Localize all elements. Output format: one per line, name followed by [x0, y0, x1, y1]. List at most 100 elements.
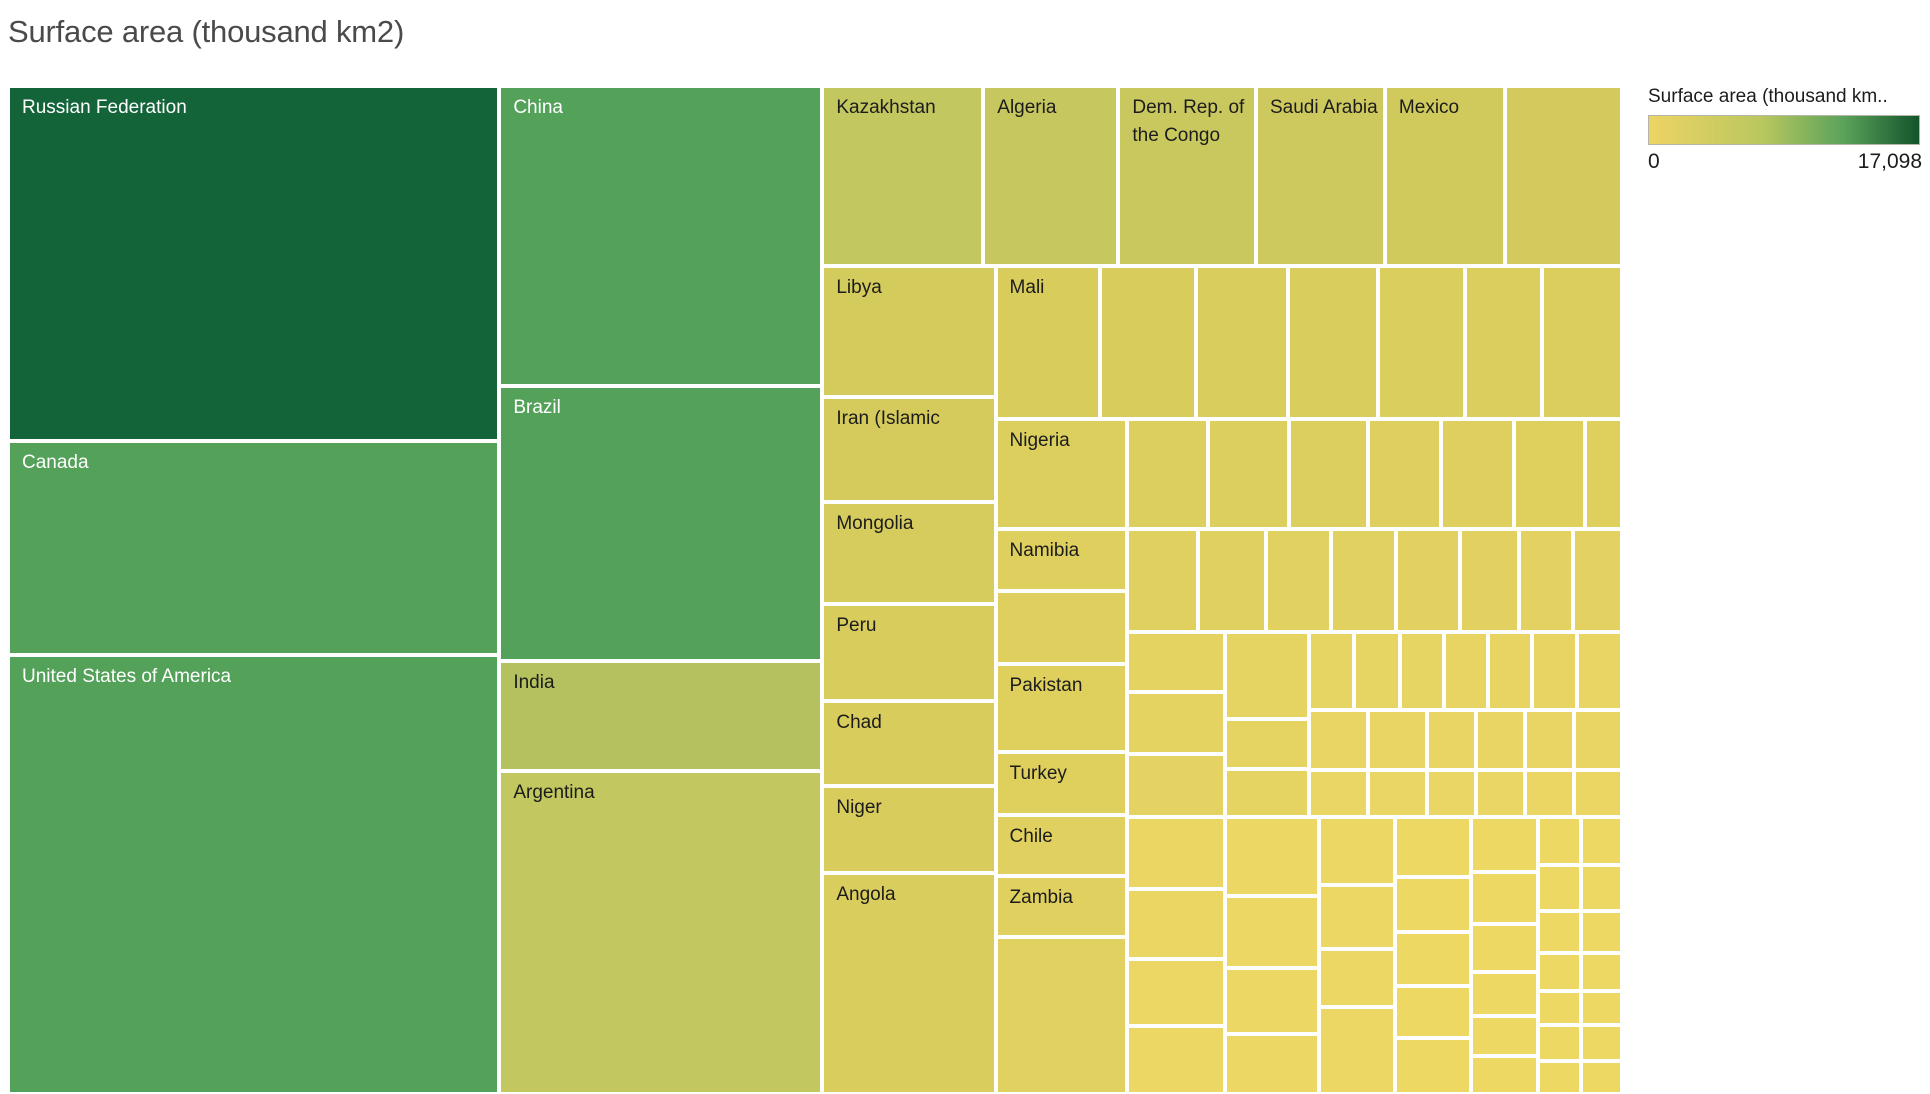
treemap-cell-libya[interactable]: Libya [822, 266, 996, 397]
treemap-cell[interactable] [1475, 710, 1525, 770]
treemap-cell[interactable] [1532, 632, 1577, 710]
treemap-cell[interactable] [1470, 1016, 1539, 1056]
treemap-cell[interactable] [1099, 266, 1196, 419]
treemap-cell[interactable] [1225, 896, 1319, 968]
treemap-cell[interactable] [1208, 419, 1290, 529]
treemap-cell-mongolia[interactable]: Mongolia [822, 502, 996, 604]
treemap-cell[interactable] [1126, 889, 1226, 959]
treemap-cell[interactable] [1367, 710, 1427, 770]
treemap-cell[interactable] [1538, 1025, 1582, 1061]
treemap-cell[interactable] [1581, 865, 1622, 911]
treemap-cell[interactable] [1308, 710, 1368, 770]
treemap-cell-turkey[interactable]: Turkey [995, 752, 1127, 815]
treemap-cell[interactable] [1585, 419, 1622, 529]
treemap-cell[interactable] [995, 937, 1127, 1094]
treemap-cell-dem-rep-of-the-congo[interactable]: Dem. Rep. of the Congo [1118, 86, 1256, 266]
treemap-cell[interactable] [1308, 770, 1368, 817]
treemap-cell-kazakhstan[interactable]: Kazakhstan [822, 86, 984, 266]
treemap-cell[interactable] [1581, 953, 1622, 991]
treemap-cell[interactable] [995, 591, 1127, 664]
treemap-cell[interactable] [1126, 959, 1226, 1026]
treemap-cell[interactable] [1377, 266, 1465, 419]
treemap-cell[interactable] [1542, 266, 1622, 419]
treemap-cell[interactable] [1443, 632, 1489, 710]
treemap-cell[interactable] [1470, 872, 1539, 924]
treemap-cell-united-states-of-america[interactable]: United States of America [8, 655, 500, 1094]
treemap-cell[interactable] [1426, 770, 1476, 817]
treemap-cell[interactable] [1470, 1056, 1539, 1094]
treemap-cell[interactable] [1394, 986, 1471, 1038]
treemap-cell[interactable] [1225, 1034, 1319, 1094]
treemap-cell[interactable] [1225, 632, 1309, 719]
treemap-cell[interactable] [1538, 991, 1582, 1025]
treemap-cell-zambia[interactable]: Zambia [995, 876, 1127, 937]
treemap-cell[interactable] [1538, 865, 1582, 911]
treemap-cell[interactable] [1394, 877, 1471, 932]
treemap-cell-mali[interactable]: Mali [995, 266, 1100, 419]
treemap-cell-pakistan[interactable]: Pakistan [995, 664, 1127, 752]
treemap-cell-peru[interactable]: Peru [822, 604, 996, 701]
treemap-cell-canada[interactable]: Canada [8, 441, 500, 655]
treemap-cell[interactable] [1394, 932, 1471, 986]
treemap-cell[interactable] [1318, 949, 1395, 1007]
treemap-cell[interactable] [1488, 632, 1533, 710]
treemap-cell-chile[interactable]: Chile [995, 815, 1127, 876]
treemap-cell[interactable] [1195, 266, 1288, 419]
treemap-cell[interactable] [1126, 632, 1226, 692]
treemap-cell[interactable] [1518, 529, 1573, 632]
treemap-cell[interactable] [1581, 1025, 1622, 1061]
treemap-cell[interactable] [1441, 419, 1514, 529]
treemap-cell-namibia[interactable]: Namibia [995, 529, 1127, 591]
treemap-cell-iran-islamic[interactable]: Iran (Islamic [822, 397, 996, 502]
treemap-cell[interactable] [1265, 529, 1331, 632]
treemap-cell[interactable] [1395, 529, 1460, 632]
treemap-cell[interactable] [1581, 991, 1622, 1025]
treemap-cell[interactable] [1426, 710, 1476, 770]
treemap-cell[interactable] [1225, 769, 1309, 817]
treemap-cell[interactable] [1198, 529, 1266, 632]
treemap-cell[interactable] [1354, 632, 1400, 710]
treemap-cell[interactable] [1289, 419, 1368, 529]
treemap-cell[interactable] [1308, 632, 1355, 710]
treemap-cell-mexico[interactable]: Mexico [1384, 86, 1506, 266]
treemap-canvas[interactable]: Russian Federation Canada United States of… [8, 86, 1622, 1094]
treemap-cell[interactable] [1126, 1026, 1226, 1094]
treemap-cell[interactable] [1464, 266, 1543, 419]
treemap-cell[interactable] [1538, 817, 1582, 865]
treemap-cell[interactable] [1459, 529, 1519, 632]
treemap-cell[interactable] [1574, 770, 1622, 817]
treemap-cell[interactable] [1576, 632, 1622, 710]
treemap-cell-argentina[interactable]: Argentina [499, 771, 823, 1094]
treemap-cell[interactable] [1475, 770, 1525, 817]
treemap-cell[interactable] [1572, 529, 1622, 632]
treemap-cell[interactable] [1225, 719, 1309, 769]
treemap-cell[interactable] [1470, 924, 1539, 972]
treemap-cell[interactable] [1287, 266, 1378, 419]
treemap-cell-niger[interactable]: Niger [822, 786, 996, 873]
treemap-cell[interactable] [1367, 419, 1442, 529]
treemap-cell[interactable] [1513, 419, 1586, 529]
treemap-cell[interactable] [1126, 817, 1226, 889]
treemap-cell[interactable] [1581, 1061, 1622, 1094]
treemap-cell[interactable] [1330, 529, 1396, 632]
treemap-cell[interactable] [1126, 692, 1226, 754]
treemap-cell-nigeria[interactable]: Nigeria [995, 419, 1127, 529]
treemap-cell[interactable] [1505, 86, 1622, 266]
treemap-cell[interactable] [1524, 710, 1575, 770]
treemap-cell-algeria[interactable]: Algeria [983, 86, 1119, 266]
treemap-cell[interactable] [1581, 817, 1622, 865]
treemap-cell[interactable] [1470, 817, 1539, 872]
treemap-cell[interactable] [1394, 817, 1471, 877]
treemap-cell[interactable] [1126, 419, 1209, 529]
treemap-cell[interactable] [1538, 1061, 1582, 1094]
treemap-cell[interactable] [1470, 972, 1539, 1016]
treemap-cell[interactable] [1318, 885, 1395, 949]
treemap-cell-russian-federation[interactable]: Russian Federation [8, 86, 500, 441]
treemap-cell[interactable] [1538, 911, 1582, 953]
treemap-cell[interactable] [1126, 754, 1226, 817]
treemap-cell[interactable] [1225, 968, 1319, 1034]
treemap-cell[interactable] [1367, 770, 1427, 817]
treemap-cell[interactable] [1318, 817, 1395, 885]
treemap-cell-saudi-arabia[interactable]: Saudi Arabia [1255, 86, 1385, 266]
treemap-cell[interactable] [1581, 911, 1622, 953]
